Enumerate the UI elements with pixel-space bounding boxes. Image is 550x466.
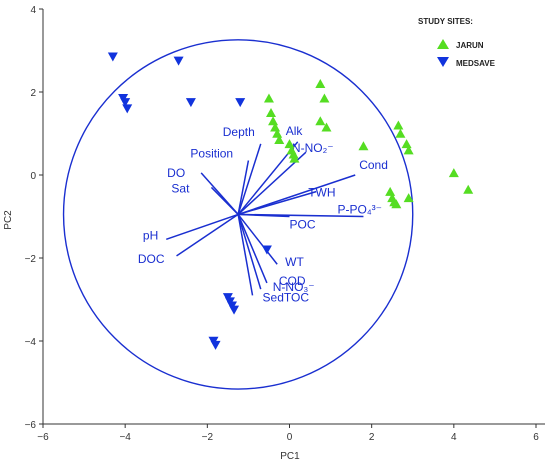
loading-vector [237, 214, 268, 284]
x-tick-label: 2 [369, 432, 375, 443]
x-axis-title: PC1 [280, 451, 300, 462]
scatter-point-jarun [274, 134, 285, 144]
vector-label: TWH [308, 186, 335, 200]
scatter-point-medsave [122, 104, 133, 114]
loading-vector [237, 214, 254, 296]
vector-label: DO [167, 166, 185, 180]
y-axis-title: PC2 [3, 210, 14, 230]
y-tick-label: 2 [30, 88, 36, 99]
y-tick-label: 0 [30, 171, 36, 182]
scatter-point-jarun [315, 78, 326, 88]
vector-label: P-PO₄³⁻ [337, 203, 382, 217]
axes: −6 −4 −2 0 2 4 6 −6 −4 −2 0 2 4 PC1 PC2 [3, 5, 545, 462]
scatter-point-jarun [270, 122, 281, 132]
vector-label: SedTOC [263, 290, 310, 304]
vector-label: Sat [171, 181, 190, 195]
loading-vector [238, 213, 290, 218]
scatter-point-jarun [403, 145, 414, 155]
legend-title: STUDY SITES: [418, 17, 473, 26]
vector-label: Cond [359, 158, 388, 172]
legend-label-medsave: MEDSAVE [456, 59, 496, 68]
scatter-point-jarun [395, 128, 406, 138]
scatter-point-jarun [319, 93, 330, 103]
y-tick-label: −4 [25, 337, 37, 348]
scatter-point-jarun [391, 199, 402, 209]
y-tick-label: −2 [25, 254, 37, 265]
y-tick-label: 4 [30, 5, 36, 16]
scatter-point-jarun [448, 168, 459, 178]
scatter-point-jarun [263, 93, 274, 103]
legend: STUDY SITES: JARUN MEDSAVE [418, 17, 496, 68]
scatter-point-jarun [288, 149, 299, 159]
x-tick-label: −2 [202, 432, 214, 443]
loading-vector [176, 213, 239, 257]
vector-label: WT [285, 255, 304, 269]
scatter-point-jarun [385, 186, 396, 196]
scatter-point-jarun [272, 128, 283, 138]
legend-marker-jarun [437, 39, 449, 49]
x-tick-label: −4 [119, 432, 131, 443]
data-points [107, 52, 474, 350]
vector-label: Position [190, 146, 233, 160]
scatter-point-jarun [289, 153, 300, 163]
vector-label: Alk [286, 124, 304, 138]
scatter-point-jarun [358, 141, 369, 151]
vector-label: COD [279, 274, 306, 288]
y-ticks: −6 −4 −2 0 2 4 [25, 5, 43, 431]
vector-label: N-NO₂⁻ [292, 141, 334, 155]
correlation-circle [62, 39, 414, 390]
loading-vector [166, 213, 239, 241]
scatter-point-medsave [261, 245, 272, 255]
scatter-point-jarun [393, 120, 404, 130]
x-tick-label: 0 [287, 432, 293, 443]
scatter-point-medsave [229, 305, 240, 315]
x-tick-label: 4 [451, 432, 457, 443]
legend-label-jarun: JARUN [456, 41, 484, 50]
vector-label: DOC [138, 252, 165, 266]
scatter-point-jarun [401, 139, 412, 149]
scatter-point-medsave [210, 340, 221, 350]
loading-vector [210, 186, 239, 215]
scatter-point-jarun [284, 139, 295, 149]
scatter-point-medsave [235, 98, 246, 108]
loading-vector [237, 214, 262, 290]
scatter-point-medsave [107, 52, 118, 62]
scatter-point-jarun [266, 108, 277, 117]
scatter-point-medsave [173, 56, 184, 66]
scatter-point-jarun [321, 122, 332, 132]
scatter-point-jarun [268, 116, 279, 126]
loading-vector [237, 190, 317, 216]
loading-vector [237, 160, 250, 215]
vector-label: N-NO₃⁻ [273, 280, 315, 294]
scatter-point-jarun [315, 116, 326, 126]
legend-marker-medsave [437, 57, 449, 67]
loading-vector [237, 143, 262, 215]
vector-label: POC [290, 218, 316, 232]
scatter-point-medsave [120, 98, 131, 108]
loading-vector [237, 213, 278, 265]
x-tick-label: 6 [533, 432, 539, 443]
vector-label: Depth [223, 125, 255, 139]
loading-vectors: DepthPositionDOSatpHDOCAlkN-NO₂⁻CondTWHP… [138, 124, 388, 305]
scatter-point-medsave [185, 98, 196, 108]
loading-vector [237, 174, 356, 216]
x-tick-label: −6 [37, 432, 49, 443]
vector-label: pH [143, 228, 158, 242]
scatter-point-jarun [463, 184, 474, 194]
x-ticks: −6 −4 −2 0 2 4 6 [37, 424, 539, 443]
y-tick-label: −6 [25, 420, 37, 431]
scatter-point-jarun [403, 193, 414, 203]
